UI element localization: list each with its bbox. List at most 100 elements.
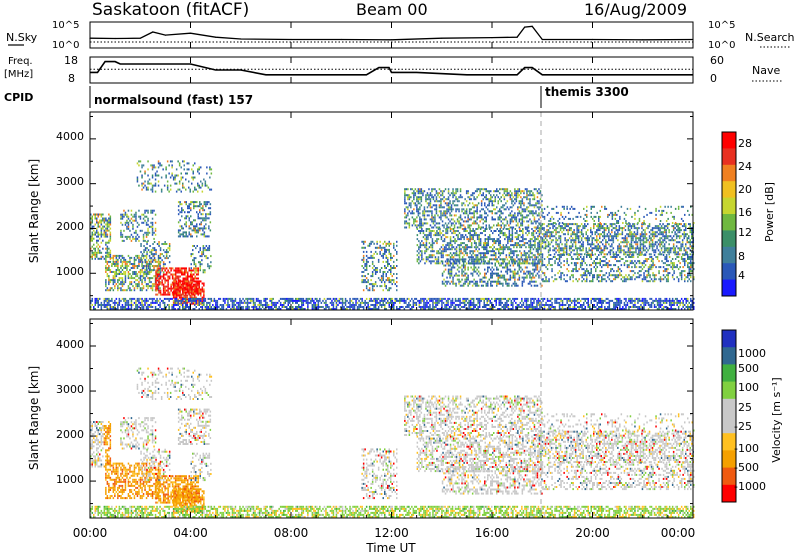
heatmap-cell xyxy=(181,209,183,212)
heatmap-cell xyxy=(492,240,494,243)
heatmap-cell xyxy=(147,239,149,242)
heatmap-cell xyxy=(168,255,171,258)
heatmap-cell xyxy=(651,247,654,250)
heatmap-cell xyxy=(517,242,520,245)
heatmap-cell xyxy=(516,246,518,249)
heatmap-cell xyxy=(414,218,417,221)
heatmap-cell xyxy=(576,231,578,234)
heatmap-cell xyxy=(208,207,210,210)
heatmap-cell xyxy=(538,214,540,217)
heatmap-cell xyxy=(142,273,145,275)
heatmap-cell xyxy=(477,262,480,265)
heatmap-cell xyxy=(444,198,447,201)
heatmap-cell xyxy=(541,204,543,207)
heatmap-cell xyxy=(106,227,109,230)
heatmap-cell xyxy=(467,204,469,207)
heatmap-cell xyxy=(588,237,590,240)
heatmap-cell xyxy=(136,287,139,290)
heatmap-cell xyxy=(503,224,506,227)
heatmap-cell xyxy=(675,233,678,236)
heatmap-cell xyxy=(487,240,489,243)
heatmap-cell xyxy=(191,176,193,179)
heatmap-cell xyxy=(452,200,454,203)
heatmap-cell xyxy=(96,219,98,222)
heatmap-cell xyxy=(446,258,448,261)
heatmap-cell xyxy=(535,226,537,229)
heatmap-cell xyxy=(514,192,516,195)
heatmap-cell xyxy=(442,240,444,243)
heatmap-cell xyxy=(475,258,477,261)
heatmap-cell xyxy=(150,269,153,272)
heatmap-cell xyxy=(582,247,584,250)
heatmap-cell xyxy=(478,238,480,241)
heatmap-cell xyxy=(541,284,543,287)
heatmap-cell xyxy=(439,232,441,235)
heatmap-cell xyxy=(106,249,109,252)
heatmap-cell xyxy=(141,166,143,169)
heatmap-cell xyxy=(197,269,199,272)
heatmap-cell xyxy=(164,257,166,260)
heatmap-cell xyxy=(106,245,109,248)
heatmap-cell xyxy=(467,282,469,285)
heatmap-cell xyxy=(130,233,133,236)
heatmap-cell xyxy=(468,262,471,265)
heatmap-cell xyxy=(433,250,435,253)
heatmap-cell xyxy=(449,220,451,223)
heatmap-cell xyxy=(437,194,439,197)
heatmap-cell xyxy=(558,225,560,228)
heatmap-cell xyxy=(459,190,462,193)
heatmap-cell xyxy=(574,245,577,248)
heatmap-cell xyxy=(471,212,474,215)
heatmap-cell xyxy=(508,260,511,263)
heatmap-cell xyxy=(165,168,167,171)
heatmap-cell xyxy=(689,225,691,228)
heatmap-cell xyxy=(195,269,197,272)
heatmap-cell xyxy=(200,186,202,189)
heatmap-cell xyxy=(121,217,124,220)
heatmap-cell xyxy=(388,252,390,255)
heatmap-cell xyxy=(188,207,190,210)
heatmap-cell xyxy=(426,206,429,209)
heatmap-cell xyxy=(192,245,194,247)
heatmap-cell xyxy=(90,223,92,226)
heatmap-cell xyxy=(165,251,168,254)
heatmap-cell xyxy=(512,274,515,277)
heatmap-cell xyxy=(421,244,423,247)
heatmap-cell xyxy=(443,210,445,213)
heatmap-cell xyxy=(151,174,154,177)
heatmap-cell xyxy=(100,251,103,254)
heatmap-cell xyxy=(580,243,583,246)
heatmap-cell xyxy=(515,272,518,275)
heatmap-cell xyxy=(606,235,609,238)
heatmap-cell xyxy=(126,237,128,240)
heatmap-cell xyxy=(105,285,107,288)
heatmap-cell xyxy=(150,225,152,228)
heatmap-cell xyxy=(660,247,663,250)
heatmap-cell xyxy=(179,203,181,206)
heatmap-cell xyxy=(580,223,583,226)
heatmap-cell xyxy=(97,235,99,238)
heatmap-cell xyxy=(180,172,182,175)
heatmap-cell xyxy=(97,249,99,252)
heatmap-cell xyxy=(174,290,176,293)
heatmap-cell xyxy=(373,256,375,259)
heatmap-cell xyxy=(132,227,134,230)
heatmap-cell xyxy=(559,249,562,252)
heatmap-cell xyxy=(167,269,169,272)
heatmap-cell xyxy=(526,242,529,245)
heatmap-cell xyxy=(144,279,146,282)
heatmap-cell xyxy=(538,202,540,205)
heatmap-cell xyxy=(377,260,380,263)
heatmap-cell xyxy=(201,282,204,285)
heatmap-cell xyxy=(178,280,181,283)
heatmap-cell xyxy=(455,250,458,253)
heatmap-cell xyxy=(196,273,198,276)
heatmap-cell xyxy=(674,239,676,242)
heatmap-cell xyxy=(160,188,163,191)
heatmap-cell xyxy=(608,231,610,234)
heatmap-cell xyxy=(135,211,137,214)
heatmap-cell xyxy=(159,162,161,165)
heatmap-cell xyxy=(103,231,106,234)
heatmap-cell xyxy=(677,225,679,228)
heatmap-cell xyxy=(500,262,502,265)
